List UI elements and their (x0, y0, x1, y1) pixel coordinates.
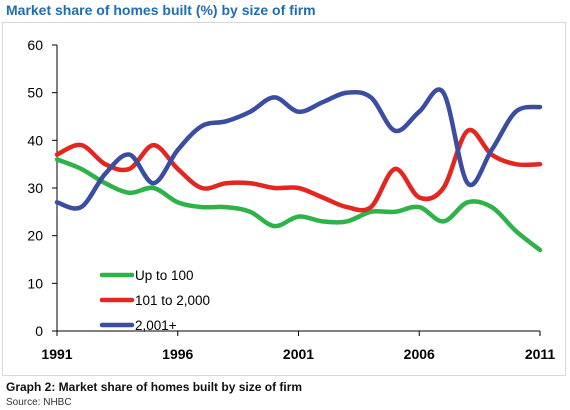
series-line-up-to-100 (54, 157, 543, 253)
series-line-2-001 (54, 87, 543, 211)
x-tick-label: 2011 (525, 346, 556, 362)
legend-label: 101 to 2,000 (135, 293, 210, 308)
legend-label: 2,001+ (135, 318, 177, 333)
x-tick-label: 2001 (283, 346, 314, 362)
y-tick-label: 10 (27, 275, 43, 291)
line-chart: 0 10 20 30 40 50 60 1991 1996 2001 2006 2011 Up to 1… (27, 37, 556, 362)
y-tick-label: 20 (27, 228, 43, 244)
series-line-101-to-2-000 (54, 127, 543, 213)
figure-caption: Graph 2: Market share of homes built by … (6, 380, 303, 394)
chart-frame: 0 10 20 30 40 50 60 1991 1996 2001 2006 2011 Up to 1… (2, 22, 566, 376)
y-tick-label: 60 (27, 37, 43, 53)
x-tick-label: 1991 (41, 346, 72, 362)
y-tick-label: 50 (27, 85, 43, 101)
y-tick-label: 40 (27, 132, 43, 148)
chart-title: Market share of homes built (%) by size … (6, 2, 316, 18)
x-tick-label: 1996 (162, 346, 193, 362)
source-note: Source: NHBC (6, 397, 72, 408)
legend-label: Up to 100 (135, 268, 194, 283)
y-tick-label: 30 (27, 180, 43, 196)
x-tick-label: 2006 (404, 346, 435, 362)
y-tick-label: 0 (35, 323, 43, 339)
